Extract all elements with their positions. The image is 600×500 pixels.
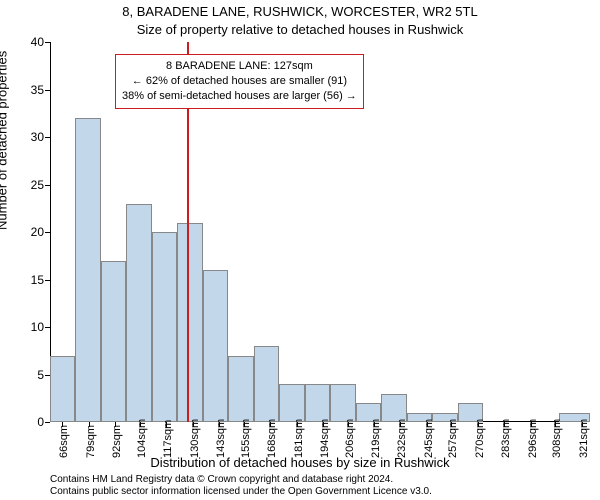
histogram-bar	[254, 346, 279, 422]
y-tick	[45, 137, 50, 138]
x-tick	[166, 422, 167, 427]
x-tick-label: 168sqm	[266, 419, 278, 458]
x-axis-label: Distribution of detached houses by size …	[0, 455, 600, 470]
x-tick-label: 130sqm	[189, 419, 201, 458]
x-tick-label: 206sqm	[344, 419, 356, 458]
histogram-bar	[50, 356, 75, 423]
histogram-bar	[279, 384, 304, 422]
y-tick	[45, 327, 50, 328]
histogram-bar	[126, 204, 151, 423]
x-tick-label: 270sqm	[474, 419, 486, 458]
histogram-bar	[177, 223, 202, 423]
chart-title-main: 8, BARADENE LANE, RUSHWICK, WORCESTER, W…	[0, 4, 600, 19]
x-tick	[400, 422, 401, 427]
y-tick	[45, 232, 50, 233]
annotation-line: ← 62% of detached houses are smaller (91…	[122, 74, 357, 89]
x-tick	[348, 422, 349, 427]
x-tick	[374, 422, 375, 427]
x-tick	[270, 422, 271, 427]
histogram-bar	[203, 270, 228, 422]
x-tick-label: 219sqm	[370, 419, 382, 458]
y-tick-label: 15	[31, 273, 44, 287]
x-tick-label: 104sqm	[136, 419, 148, 458]
x-tick-label: 245sqm	[423, 419, 435, 458]
attribution-line-1: Contains HM Land Registry data © Crown c…	[50, 474, 590, 486]
y-tick	[45, 42, 50, 43]
x-tick-label: 321sqm	[578, 419, 590, 458]
y-tick	[45, 280, 50, 281]
plot-area: 051015202530354066sqm79sqm92sqm104sqm117…	[50, 42, 590, 422]
x-tick-label: 66sqm	[58, 425, 70, 458]
annotation-line: 38% of semi-detached houses are larger (…	[122, 89, 357, 104]
x-tick-label: 92sqm	[111, 425, 123, 458]
histogram-bar	[152, 232, 177, 422]
chart-title-sub: Size of property relative to detached ho…	[0, 22, 600, 37]
x-tick	[555, 422, 556, 427]
attribution-text: Contains HM Land Registry data © Crown c…	[50, 474, 590, 498]
x-tick-label: 117sqm	[162, 420, 174, 458]
x-tick	[478, 422, 479, 427]
x-tick	[115, 422, 116, 427]
y-tick-label: 40	[31, 35, 44, 49]
x-tick-label: 308sqm	[551, 419, 563, 458]
x-tick-label: 143sqm	[215, 419, 227, 458]
x-tick	[504, 422, 505, 427]
x-tick	[451, 422, 452, 427]
y-tick-label: 20	[31, 225, 44, 239]
y-tick-label: 35	[31, 83, 44, 97]
y-tick-label: 0	[37, 415, 44, 429]
histogram-bar	[101, 261, 126, 423]
x-tick	[244, 422, 245, 427]
histogram-bar	[330, 384, 355, 422]
y-tick-label: 30	[31, 130, 44, 144]
x-tick	[193, 422, 194, 427]
attribution-line-2: Contains public sector information licen…	[50, 486, 590, 498]
x-tick-label: 194sqm	[319, 419, 331, 458]
x-tick	[427, 422, 428, 427]
x-tick	[62, 422, 63, 427]
y-tick-label: 10	[31, 320, 44, 334]
x-tick-label: 257sqm	[447, 419, 459, 458]
histogram-bar	[381, 394, 406, 423]
x-tick	[219, 422, 220, 427]
histogram-bar	[228, 356, 253, 423]
x-tick	[297, 422, 298, 427]
y-tick	[45, 90, 50, 91]
y-axis-label: Number of detached properties	[0, 51, 10, 230]
x-tick	[531, 422, 532, 427]
x-tick-label: 296sqm	[527, 419, 539, 458]
annotation-line: 8 BARADENE LANE: 127sqm	[122, 59, 357, 74]
x-tick-label: 155sqm	[240, 419, 252, 458]
y-tick-label: 25	[31, 178, 44, 192]
x-tick-label: 181sqm	[293, 419, 305, 458]
x-tick-label: 79sqm	[85, 425, 97, 458]
x-tick	[323, 422, 324, 427]
x-tick	[140, 422, 141, 427]
histogram-bar	[75, 118, 100, 422]
y-tick	[45, 375, 50, 376]
y-tick	[45, 185, 50, 186]
x-tick-label: 232sqm	[396, 419, 408, 458]
x-tick	[89, 422, 90, 427]
histogram-bar	[305, 384, 330, 422]
annotation-box: 8 BARADENE LANE: 127sqm← 62% of detached…	[115, 54, 364, 109]
y-tick-label: 5	[37, 368, 44, 382]
x-tick-label: 283sqm	[500, 419, 512, 458]
y-tick	[45, 422, 50, 423]
x-tick	[582, 422, 583, 427]
